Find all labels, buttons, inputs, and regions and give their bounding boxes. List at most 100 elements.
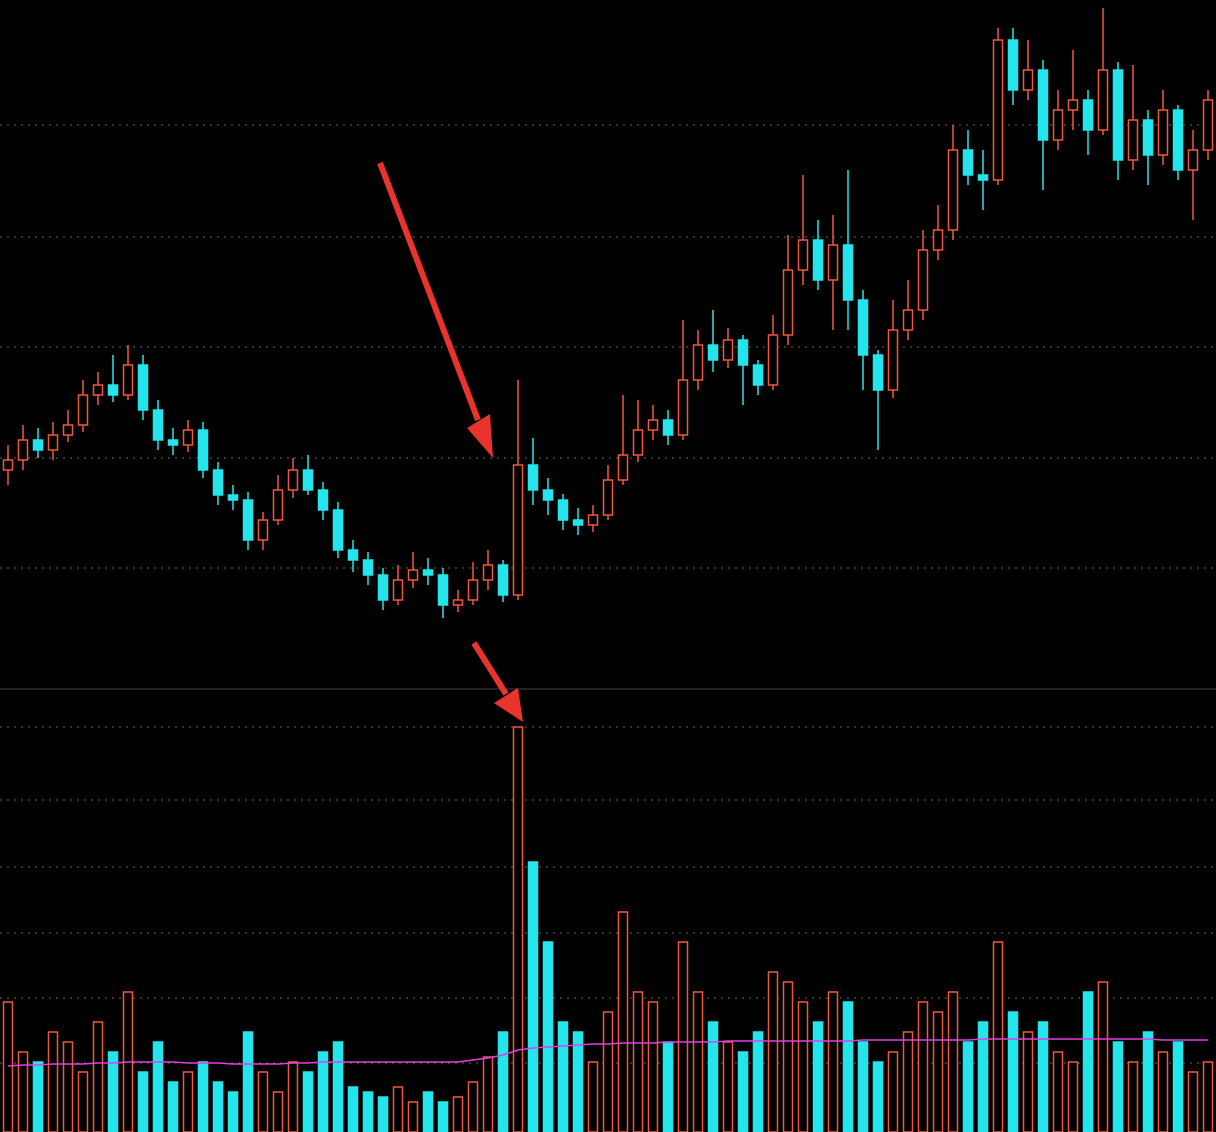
candle-body <box>887 329 899 391</box>
volume-bar <box>152 1041 164 1132</box>
candle-body <box>557 499 569 521</box>
candle-body <box>512 464 524 596</box>
volume-bar <box>107 1051 119 1132</box>
candle-body <box>452 599 464 606</box>
arrow-head <box>467 414 493 458</box>
candle-body <box>1052 109 1064 141</box>
candle-body <box>722 339 734 361</box>
candle-body <box>332 509 344 551</box>
candle-body <box>1007 39 1019 91</box>
candle-body <box>917 249 929 311</box>
volume-bar <box>1067 1061 1079 1132</box>
candle-body <box>287 469 299 491</box>
volume-bar <box>287 1061 299 1132</box>
volume-bar <box>647 1001 659 1132</box>
volume-bar <box>902 1031 914 1132</box>
candle-body <box>1112 69 1124 161</box>
candle-body <box>377 574 389 601</box>
volume-bar <box>167 1081 179 1132</box>
annotation-arrow <box>377 161 493 458</box>
volume-bar <box>992 941 1004 1132</box>
volume-bar <box>1037 1021 1049 1132</box>
arrow-shaft <box>471 641 509 696</box>
candle-body <box>1142 119 1154 156</box>
candle-body <box>812 239 824 281</box>
volume-bar <box>512 726 524 1132</box>
volume-bar <box>362 1091 374 1132</box>
candle-body <box>977 174 989 181</box>
candle-body <box>992 39 1004 181</box>
volume-bar <box>827 991 839 1132</box>
candle-body <box>932 229 944 251</box>
volume-bar <box>62 1041 74 1132</box>
candle-body <box>1067 99 1079 111</box>
candle-body <box>1022 69 1034 91</box>
candle-body <box>707 344 719 361</box>
volume-bar <box>782 981 794 1132</box>
candle-body <box>182 429 194 446</box>
volume-bar <box>572 1031 584 1132</box>
candle-body <box>1157 109 1169 156</box>
volume-bar <box>137 1071 149 1132</box>
volume-bar <box>32 1061 44 1132</box>
candle-body <box>767 334 779 386</box>
volume-bar <box>557 1021 569 1132</box>
volume-bar <box>1052 1051 1064 1132</box>
candle-body <box>1187 149 1199 171</box>
candle-body <box>77 394 89 426</box>
candle-body <box>197 429 209 471</box>
volume-bar <box>602 1011 614 1132</box>
candle-body <box>407 569 419 581</box>
volume-bar <box>197 1061 209 1132</box>
candle-body <box>317 489 329 511</box>
volume-bar <box>212 1081 224 1132</box>
candle-body <box>737 339 749 366</box>
arrow-shaft <box>377 161 481 422</box>
volume-bar <box>917 1001 929 1132</box>
volume-bar <box>1202 1061 1214 1132</box>
volume-bar <box>632 991 644 1132</box>
volume-bar <box>1112 1041 1124 1132</box>
candle-body <box>587 514 599 526</box>
candle-body <box>677 379 689 436</box>
volume-bar <box>332 1041 344 1132</box>
volume-bar <box>317 1051 329 1132</box>
volume-bar <box>47 1031 59 1132</box>
candle-body <box>1172 109 1184 171</box>
volume-bar <box>272 1091 284 1132</box>
candle-body <box>692 344 704 381</box>
volume-bar <box>497 1031 509 1132</box>
volume-bar <box>422 1091 434 1132</box>
candle-body <box>572 519 584 526</box>
volume-bar <box>707 1021 719 1132</box>
volume-bar <box>302 1071 314 1132</box>
candle-body <box>242 499 254 541</box>
candle-body <box>362 559 374 576</box>
candle-body <box>1127 119 1139 161</box>
candle-body <box>272 489 284 521</box>
volume-bar <box>92 1021 104 1132</box>
volume-bar <box>1157 1051 1169 1132</box>
candle-body <box>347 549 359 561</box>
volume-bar <box>1127 1061 1139 1132</box>
volume-bar <box>677 941 689 1132</box>
volume-bar <box>857 1041 869 1132</box>
candle-body <box>1082 99 1094 131</box>
volume-bar <box>587 1061 599 1132</box>
volume-bar <box>617 911 629 1132</box>
candle-body <box>302 469 314 491</box>
candle-body <box>962 149 974 176</box>
volume-bar <box>1187 1071 1199 1132</box>
volume-bar <box>452 1096 464 1132</box>
volume-bar <box>1142 1031 1154 1132</box>
candle-body <box>797 239 809 271</box>
candle-body <box>62 424 74 436</box>
candle-body <box>1202 99 1214 151</box>
candle-body <box>617 454 629 481</box>
candle-body <box>662 419 674 436</box>
candle-body <box>857 299 869 356</box>
volume-ma-line <box>7 1038 1208 1067</box>
